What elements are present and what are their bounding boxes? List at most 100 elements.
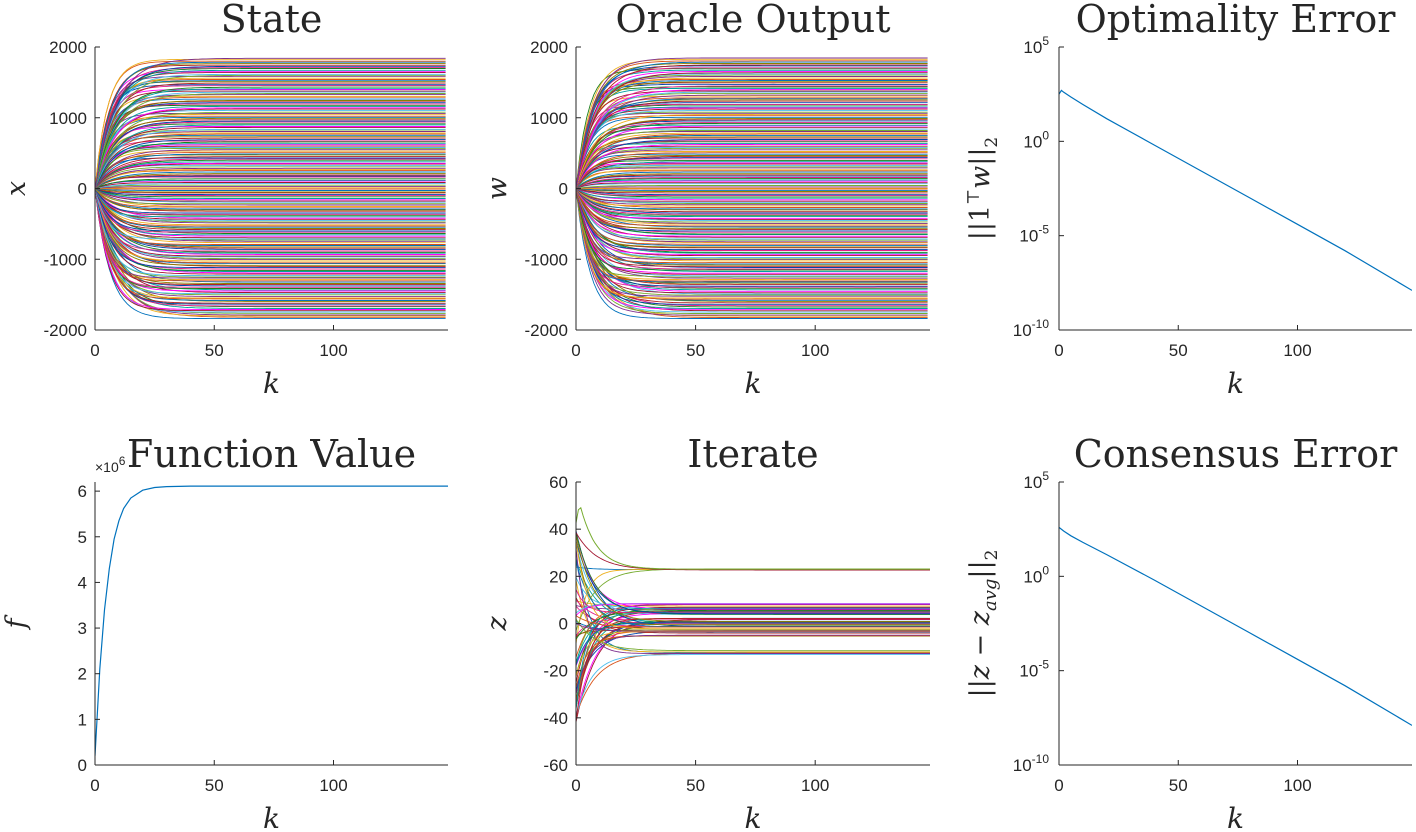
series-line [95, 116, 446, 189]
series-line [95, 188, 446, 194]
tick-base: 10 [1019, 227, 1038, 246]
series-line [95, 188, 446, 269]
x-tick-label: 0 [90, 341, 99, 360]
series-line [95, 188, 446, 215]
series-line [576, 78, 928, 189]
series-line [576, 166, 928, 189]
series-line [95, 188, 446, 317]
series-line [576, 188, 928, 213]
series-line [95, 107, 446, 189]
series-line [95, 91, 446, 189]
series-line [576, 540, 930, 615]
series-line [576, 188, 928, 288]
series-line [95, 100, 446, 189]
series-line [95, 188, 446, 229]
series-line [95, 188, 446, 294]
y-tick-label: 100 [1023, 563, 1049, 586]
series-line [576, 635, 930, 702]
series-line [576, 91, 928, 189]
series-line [576, 102, 928, 189]
x-tick-label: 50 [1169, 341, 1188, 360]
series-line [576, 611, 930, 663]
series-line [576, 115, 928, 189]
series-line [576, 169, 928, 189]
series-line [576, 617, 930, 722]
series-line [576, 118, 928, 189]
series-line [576, 57, 928, 189]
series-line [95, 68, 446, 189]
series-line [576, 182, 928, 189]
series-line [576, 124, 928, 189]
series-line [576, 188, 928, 246]
series-line [95, 103, 446, 189]
label-superscript: ⊤ [964, 189, 984, 205]
series-line [95, 188, 446, 279]
series-line [576, 188, 928, 291]
series-line [95, 88, 446, 189]
plot-area [576, 57, 928, 319]
y-tick-label: 60 [549, 473, 568, 492]
series-line [95, 188, 446, 314]
series-line [576, 188, 928, 310]
series-line [95, 105, 446, 189]
series-line [576, 164, 928, 189]
series-line [95, 188, 446, 210]
y-tick-label: 0 [78, 756, 87, 775]
chart-5: 0 50 100 -60 -40 -20 0 20 40 60 Iterate k z [482, 432, 930, 832]
y-tick-label: 6 [78, 482, 87, 501]
series-line [95, 188, 446, 310]
series-line [95, 187, 446, 189]
series-line [576, 188, 928, 261]
series-line [576, 188, 928, 192]
series-line [576, 188, 928, 296]
series-line [95, 111, 446, 189]
series-line [576, 188, 928, 207]
series-line [576, 188, 928, 282]
series-line [576, 540, 930, 630]
series-line [95, 184, 446, 189]
series-line [95, 168, 446, 189]
series-line [95, 188, 446, 196]
series-line [576, 146, 928, 189]
series-line [576, 188, 928, 302]
series-line [576, 188, 928, 197]
series-line [95, 178, 446, 189]
y-tick-label: -2000 [525, 321, 568, 340]
series-line [576, 188, 928, 219]
y-tick-label: 2000 [530, 38, 568, 57]
series-line [576, 98, 928, 189]
series-line [576, 80, 928, 189]
tick-base: 10 [1023, 473, 1042, 492]
series-line [95, 158, 446, 189]
series-line [95, 145, 446, 189]
series-line [95, 171, 446, 189]
series-line [95, 80, 446, 189]
y-tick-label: 0 [559, 180, 568, 199]
tick-exponent: 5 [1042, 34, 1049, 48]
series-line [576, 188, 928, 297]
series-line [576, 155, 928, 189]
series-line [576, 188, 928, 299]
series-line [576, 652, 930, 717]
series-line [95, 188, 446, 226]
y-tick-label: 2000 [49, 38, 87, 57]
y-tick-label: 10-10 [1013, 752, 1050, 775]
chart-title: Iterate [687, 432, 818, 476]
series-line [576, 188, 928, 199]
series-line [576, 532, 930, 615]
series-line [576, 535, 930, 622]
tick-exponent: -10 [1032, 752, 1050, 766]
series-line [576, 188, 928, 267]
tick-exponent: 0 [1042, 563, 1049, 577]
series-line [95, 188, 446, 283]
label-part: || [965, 148, 996, 166]
label-part: ||1 [965, 205, 996, 240]
series-line [95, 120, 446, 189]
series-line [576, 188, 928, 275]
series-line [95, 188, 446, 211]
series-line [576, 188, 928, 202]
series-line [576, 618, 930, 652]
series-line [95, 188, 446, 231]
series-line [95, 183, 446, 189]
series-line [95, 165, 446, 189]
